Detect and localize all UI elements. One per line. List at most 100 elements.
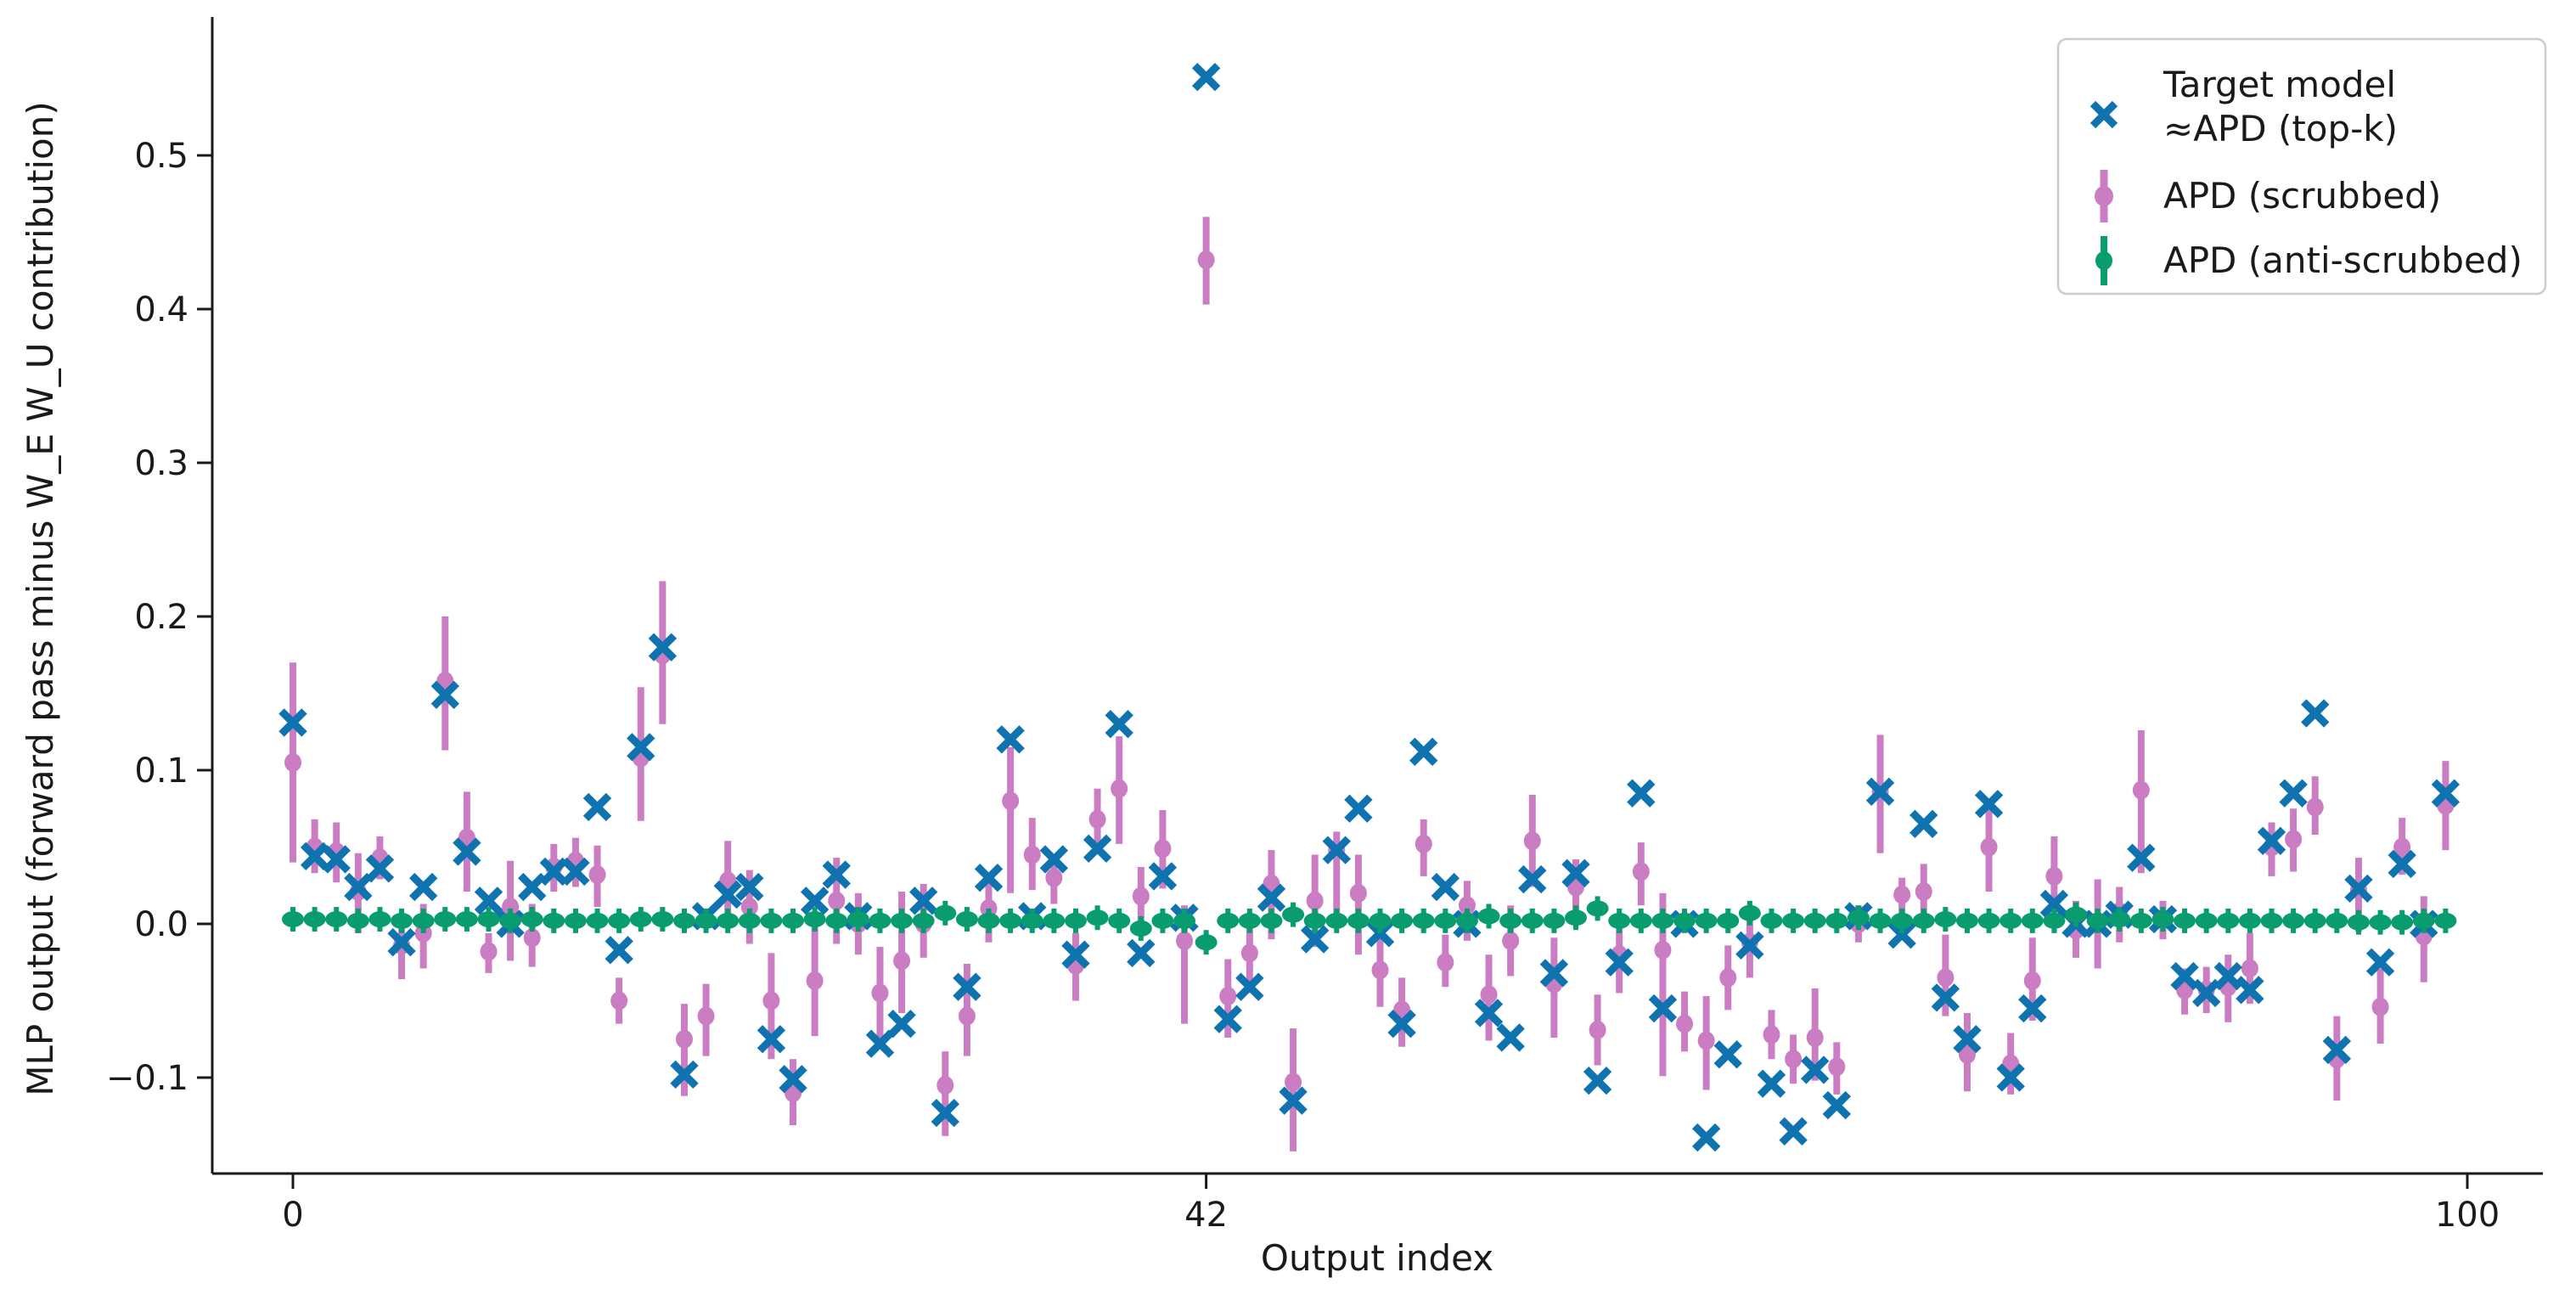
anti-scrubbed-marker (2238, 912, 2261, 929)
anti-scrubbed-marker (803, 911, 826, 928)
anti-scrubbed-marker (1847, 909, 1870, 926)
scrubbed-marker (675, 1029, 693, 1049)
x-marker-stroke (713, 880, 742, 909)
x-marker-stroke (2431, 779, 2461, 808)
x-marker-stroke (539, 857, 569, 887)
legend: Target model ≈APD (top-k) APD (scrubbed)… (2056, 37, 2547, 296)
target-marker (453, 837, 481, 866)
x-marker-stroke (822, 860, 851, 889)
anti-scrubbed-marker (499, 912, 522, 929)
target-marker (1996, 1063, 2025, 1092)
anti-scrubbed-marker (2303, 912, 2326, 929)
scrubbed-marker (1785, 1050, 1803, 1069)
target-marker (756, 1025, 786, 1054)
anti-scrubbed-marker (2043, 912, 2066, 929)
apd-scrubbed-series (284, 217, 2455, 1151)
x-marker-icon (2089, 100, 2118, 129)
anti-scrubbed-marker (1455, 912, 1478, 929)
y-tick-label: 0.2 (134, 598, 188, 637)
target-marker (1409, 737, 1438, 766)
x-marker-stroke (2257, 826, 2286, 855)
target-marker (344, 872, 373, 902)
x-marker-stroke (322, 845, 351, 874)
scrubbed-marker (1632, 862, 1650, 881)
target-marker (779, 1065, 807, 1094)
target-marker (1191, 63, 1221, 92)
anti-scrubbed-marker (1934, 911, 1957, 928)
x-axis-label: Output index (1261, 1237, 1493, 1279)
scrubbed-marker (2306, 797, 2324, 817)
target-marker (1822, 1090, 1851, 1120)
target-marker (1953, 1025, 1982, 1054)
scrubbed-marker (697, 1006, 715, 1026)
target-marker (582, 792, 612, 822)
target-marker (518, 872, 547, 902)
y-axis-label: MLP output (forward pass minus W_E W_U c… (20, 101, 61, 1096)
anti-scrubbed-marker (1282, 906, 1305, 923)
target-marker (931, 1098, 959, 1128)
target-marker (1344, 794, 1373, 823)
x-marker-stroke (2344, 874, 2373, 904)
anti-scrubbed-marker (651, 911, 674, 928)
anti-scrubbed-marker (455, 911, 478, 928)
target-marker (2388, 849, 2416, 879)
scrubbed-marker (1502, 931, 1520, 950)
x-marker-stroke (735, 872, 764, 902)
anti-scrubbed-marker (586, 912, 609, 929)
x-marker-stroke (1713, 1040, 1742, 1069)
x-marker-stroke (865, 1029, 895, 1058)
x-marker-stroke (1605, 948, 1634, 977)
target-marker (648, 633, 678, 661)
anti-scrubbed-marker (1717, 912, 1740, 929)
anti-scrubbed-marker (1499, 912, 1522, 929)
legend-label: ≈APD (top-k) (2163, 108, 2398, 149)
anti-scrubbed-marker (1043, 912, 1066, 929)
anti-scrubbed-marker (977, 912, 1000, 929)
target-model-series (278, 63, 2461, 1152)
anti-scrubbed-marker (1412, 912, 1435, 929)
x-marker-stroke (1996, 1063, 2025, 1092)
x-marker-stroke (1213, 1005, 1242, 1033)
target-marker (1735, 931, 1764, 960)
anti-scrubbed-marker (2151, 911, 2174, 928)
x-marker-stroke (1344, 794, 1373, 823)
x-marker-stroke (1801, 1055, 1830, 1084)
anti-scrubbed-marker (825, 912, 848, 929)
target-marker (365, 854, 395, 883)
anti-scrubbed-marker (303, 911, 326, 928)
scrubbed-marker (284, 752, 301, 772)
x-marker-stroke (1887, 920, 1916, 949)
anti-scrubbed-marker (1803, 912, 1826, 929)
anti-scrubbed-marker (1347, 912, 1370, 929)
scrubbed-marker (1980, 837, 1998, 857)
target-marker (2127, 843, 2156, 872)
target-marker (887, 1009, 916, 1039)
anti-scrubbed-marker (391, 912, 413, 929)
target-marker (1061, 940, 1090, 969)
anti-scrubbed-marker (629, 911, 652, 928)
anti-scrubbed-marker (1260, 912, 1283, 929)
scrubbed-marker (1045, 868, 1063, 887)
target-marker (1539, 959, 1569, 988)
x-marker-stroke (1387, 1009, 1416, 1039)
scrubbed-marker (958, 1006, 976, 1026)
x-marker-stroke (953, 972, 981, 1001)
target-marker (865, 1029, 895, 1058)
x-marker-stroke (909, 887, 938, 915)
anti-scrubbed-marker (2434, 912, 2457, 929)
y-tick-label: 0.3 (134, 444, 188, 483)
x-marker-stroke (1583, 1066, 1612, 1095)
anti-scrubbed-marker (543, 912, 565, 929)
anti-scrubbed-marker (520, 911, 543, 928)
target-marker (670, 1060, 699, 1089)
x-marker-stroke (2279, 779, 2308, 808)
x-marker-stroke (931, 1098, 959, 1128)
target-marker (953, 972, 981, 1001)
x-marker-stroke (1757, 1069, 1786, 1098)
target-marker (387, 928, 416, 957)
x-marker-stroke (1191, 63, 1221, 92)
x-marker-stroke (453, 837, 481, 866)
anti-scrubbed-marker (2347, 914, 2370, 931)
x-marker-stroke (2322, 1035, 2352, 1065)
